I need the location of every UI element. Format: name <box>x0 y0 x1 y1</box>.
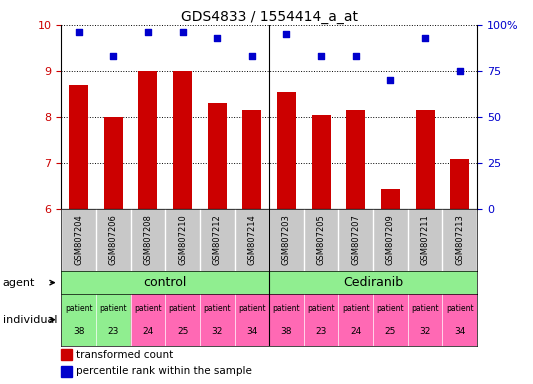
Point <box>352 53 360 60</box>
Bar <box>408 294 442 346</box>
Bar <box>416 110 434 209</box>
Text: patient: patient <box>204 304 231 313</box>
Title: GDS4833 / 1554414_a_at: GDS4833 / 1554414_a_at <box>181 10 358 24</box>
Text: GSM807208: GSM807208 <box>143 215 152 265</box>
Bar <box>450 159 469 209</box>
Text: 34: 34 <box>246 326 257 336</box>
Point <box>247 53 256 60</box>
Text: 25: 25 <box>385 326 396 336</box>
Point <box>109 53 117 60</box>
Point <box>455 68 464 74</box>
Point <box>317 53 325 60</box>
Text: transformed count: transformed count <box>76 349 173 359</box>
Text: patient: patient <box>308 304 335 313</box>
Text: GSM807213: GSM807213 <box>455 215 464 265</box>
Bar <box>243 110 261 209</box>
Text: GSM807205: GSM807205 <box>317 215 326 265</box>
Bar <box>139 71 157 209</box>
Point <box>213 35 222 41</box>
Bar <box>442 294 477 346</box>
Text: 38: 38 <box>281 326 292 336</box>
Bar <box>304 294 338 346</box>
Bar <box>208 103 227 209</box>
Text: 25: 25 <box>177 326 188 336</box>
Text: 24: 24 <box>350 326 361 336</box>
Bar <box>69 85 88 209</box>
Text: 24: 24 <box>142 326 154 336</box>
Bar <box>173 71 192 209</box>
Text: 34: 34 <box>454 326 465 336</box>
Text: GSM807209: GSM807209 <box>386 215 395 265</box>
Bar <box>104 117 123 209</box>
Text: GSM807206: GSM807206 <box>109 215 118 265</box>
Text: patient: patient <box>342 304 369 313</box>
Bar <box>346 110 365 209</box>
Text: patient: patient <box>411 304 439 313</box>
Text: patient: patient <box>273 304 300 313</box>
Bar <box>277 92 296 209</box>
Text: GSM807212: GSM807212 <box>213 215 222 265</box>
Point <box>282 31 290 37</box>
Bar <box>200 294 235 346</box>
Text: individual: individual <box>3 314 57 325</box>
Bar <box>381 189 400 209</box>
Text: patient: patient <box>134 304 161 313</box>
Text: agent: agent <box>3 278 35 288</box>
Bar <box>61 294 96 346</box>
Bar <box>61 366 71 377</box>
Text: percentile rank within the sample: percentile rank within the sample <box>76 366 252 376</box>
Point <box>144 29 152 35</box>
Text: GSM807210: GSM807210 <box>178 215 187 265</box>
Text: patient: patient <box>169 304 196 313</box>
Text: patient: patient <box>446 304 473 313</box>
Text: patient: patient <box>238 304 265 313</box>
Text: 32: 32 <box>212 326 223 336</box>
Text: control: control <box>143 276 187 289</box>
Text: 38: 38 <box>73 326 84 336</box>
Text: 23: 23 <box>316 326 327 336</box>
Bar <box>61 271 269 294</box>
Bar <box>61 349 71 360</box>
Bar <box>373 294 408 346</box>
Point <box>75 29 83 35</box>
Text: GSM807203: GSM807203 <box>282 215 291 265</box>
Point <box>421 35 429 41</box>
Bar <box>235 294 269 346</box>
Point <box>178 29 187 35</box>
Text: GSM807211: GSM807211 <box>421 215 430 265</box>
Text: 32: 32 <box>419 326 431 336</box>
Bar <box>312 115 330 209</box>
Text: Cediranib: Cediranib <box>343 276 403 289</box>
Point <box>386 77 394 83</box>
Text: GSM807214: GSM807214 <box>247 215 256 265</box>
Text: GSM807207: GSM807207 <box>351 215 360 265</box>
Text: 23: 23 <box>108 326 119 336</box>
Bar <box>338 294 373 346</box>
Text: patient: patient <box>100 304 127 313</box>
Bar <box>269 294 304 346</box>
Bar <box>131 294 165 346</box>
Bar <box>269 271 477 294</box>
Bar <box>96 294 131 346</box>
Text: GSM807204: GSM807204 <box>74 215 83 265</box>
Text: patient: patient <box>65 304 92 313</box>
Bar <box>165 294 200 346</box>
Text: patient: patient <box>377 304 404 313</box>
